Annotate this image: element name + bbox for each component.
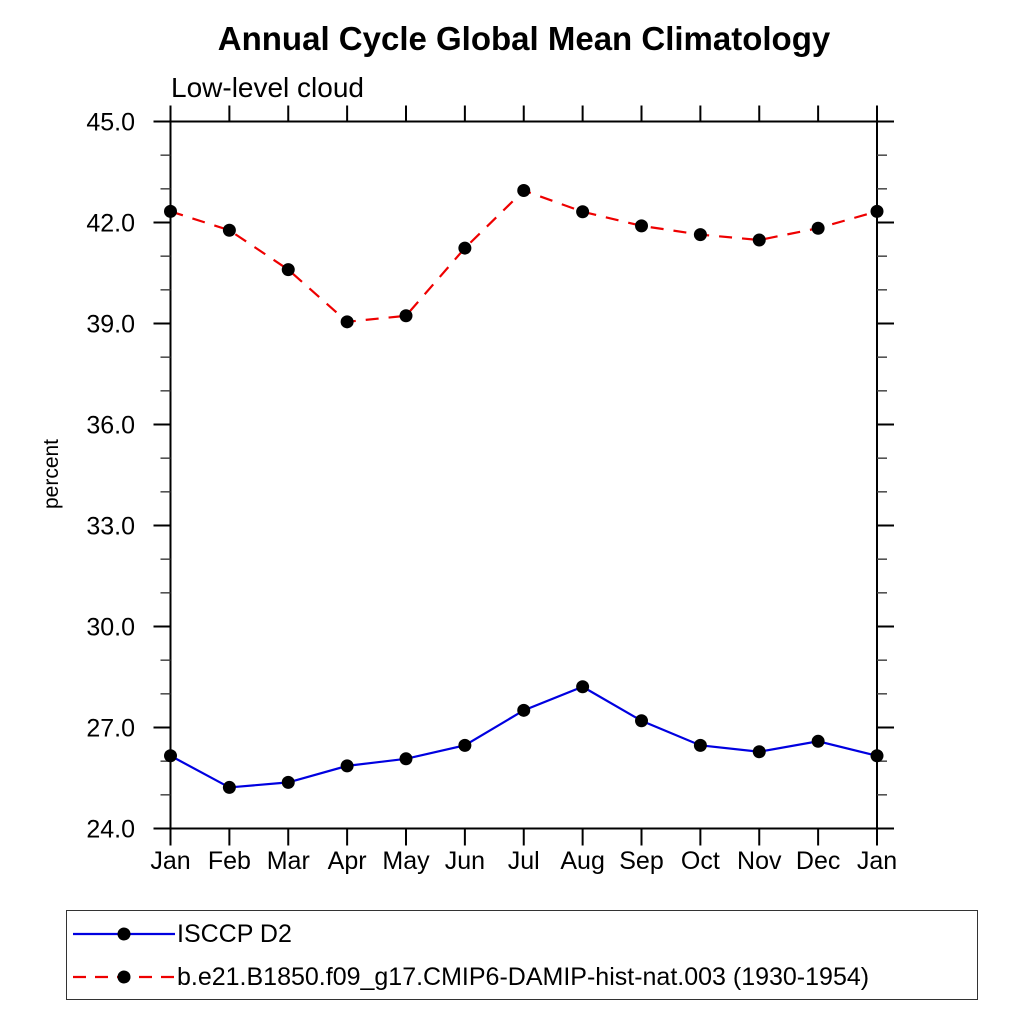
series-line-isccp-d2 bbox=[169, 685, 878, 789]
legend-line-solid-icon bbox=[73, 927, 175, 941]
x-tick-label: Aug bbox=[560, 847, 604, 875]
x-tick-label: Jun bbox=[445, 847, 485, 875]
data-point bbox=[635, 219, 648, 233]
x-tick-label: Jan bbox=[150, 847, 190, 875]
data-point bbox=[399, 752, 413, 766]
y-tick-label: 42.0 bbox=[86, 210, 135, 238]
series-markers-model bbox=[164, 184, 884, 329]
data-point bbox=[281, 263, 295, 277]
data-point bbox=[222, 223, 236, 237]
x-tick-label: Nov bbox=[737, 847, 782, 875]
legend-entry-model: b.e21.B1850.f09_g17.CMIP6-DAMIP-hist-nat… bbox=[67, 957, 977, 997]
data-point bbox=[164, 204, 177, 218]
y-tick-label: 27.0 bbox=[86, 715, 135, 743]
y-tick-label: 30.0 bbox=[86, 614, 135, 642]
legend-label-model: b.e21.B1850.f09_g17.CMIP6-DAMIP-hist-nat… bbox=[177, 963, 870, 991]
data-point bbox=[811, 221, 825, 235]
y-tick-label: 33.0 bbox=[86, 513, 135, 541]
x-tick-label: Jul bbox=[508, 847, 540, 875]
data-point bbox=[164, 749, 177, 763]
data-point bbox=[752, 233, 766, 247]
data-point bbox=[458, 241, 472, 255]
x-tick-label: Dec bbox=[796, 847, 840, 875]
data-point bbox=[340, 759, 354, 773]
data-point bbox=[870, 749, 884, 763]
data-point bbox=[399, 309, 413, 323]
series-markers-isccp-d2 bbox=[164, 680, 884, 794]
x-tick-label: Sep bbox=[619, 847, 663, 875]
x-tick-label: Jan bbox=[857, 847, 897, 875]
data-point bbox=[517, 703, 531, 717]
data-point bbox=[693, 228, 707, 242]
legend: ISCCP D2 b.e21.B1850.f09_g17.CMIP6-DAMIP… bbox=[66, 910, 978, 1000]
y-tick-label: 24.0 bbox=[86, 816, 135, 844]
data-point bbox=[870, 204, 884, 218]
data-point bbox=[811, 734, 825, 748]
data-point bbox=[752, 745, 766, 759]
data-point bbox=[635, 714, 648, 728]
legend-entry-isccp: ISCCP D2 bbox=[67, 914, 977, 954]
data-point bbox=[340, 315, 354, 329]
plot-frame bbox=[169, 120, 878, 830]
series-line-model bbox=[170, 189, 878, 323]
y-tick-label: 36.0 bbox=[86, 412, 135, 440]
data-point bbox=[222, 780, 236, 794]
data-point bbox=[576, 680, 590, 694]
data-point bbox=[576, 205, 590, 219]
x-axis-ticks: Jan Feb Mar Apr May Jun Jul Aug Sep Oct Nov Dec Jan bbox=[150, 105, 897, 875]
legend-line-dashed-icon bbox=[73, 970, 175, 984]
legend-label-isccp: ISCCP D2 bbox=[177, 920, 292, 948]
data-point bbox=[458, 738, 472, 752]
data-point bbox=[517, 184, 531, 198]
x-tick-label: Mar bbox=[267, 847, 310, 875]
x-tick-label: Oct bbox=[681, 847, 720, 875]
data-point bbox=[281, 775, 295, 789]
y-tick-label: 39.0 bbox=[86, 311, 135, 339]
x-tick-label: May bbox=[382, 847, 430, 875]
y-tick-label: 45.0 bbox=[86, 109, 135, 137]
chart-title: Annual Cycle Global Mean Climatology bbox=[217, 20, 831, 57]
chart-subtitle: Low-level cloud bbox=[171, 72, 364, 103]
x-tick-label: Apr bbox=[328, 847, 367, 875]
data-point bbox=[693, 738, 707, 752]
x-tick-label: Feb bbox=[208, 847, 251, 875]
y-axis-ticks: 24.0 27.0 30.0 33.0 36.0 39.0 42.0 45.0 bbox=[86, 109, 894, 844]
